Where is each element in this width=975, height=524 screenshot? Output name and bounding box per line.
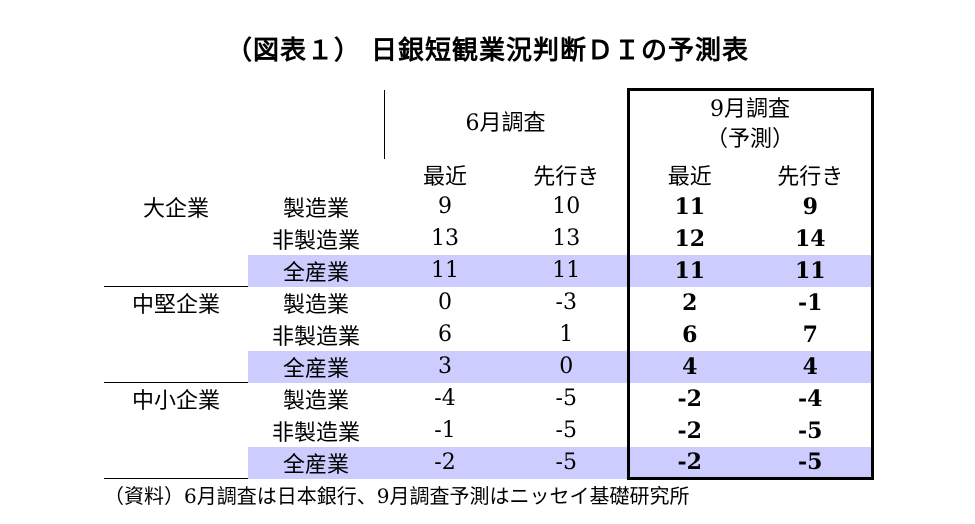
june-recent-value: 6: [438, 322, 452, 347]
sept-recent-value: -2: [626, 446, 750, 480]
sept-ahead-value: -5: [750, 414, 874, 447]
sept-ahead-value: 11: [750, 254, 874, 287]
june-recent-value: -4: [434, 386, 456, 411]
di-forecast-table: 6月調査 9月調査 （予測） 最近 先行き 最近 先行き 大企業 製造業 9 10 11…: [104, 88, 874, 480]
table-row: 非製造業 13 13 12 14: [104, 222, 874, 255]
june-ahead-value: -3: [555, 290, 577, 315]
sector-label: 製造業: [282, 388, 349, 414]
june-recent-value: 3: [384, 350, 506, 383]
sept-ahead-value: 14: [750, 222, 874, 255]
sept-recent-value: 11: [626, 190, 750, 223]
header-june-recent: 最近: [422, 164, 467, 190]
company-size-label: 中堅企業: [104, 286, 248, 383]
june-ahead-value: 0: [506, 350, 628, 383]
june-ahead-value: 1: [559, 322, 574, 347]
header-june-survey: 6月調査: [383, 89, 628, 159]
june-ahead-value: 13: [552, 226, 581, 251]
source-note: （資料）6月調査は日本銀行、9月調査予測はニッセイ基礎研究所: [104, 484, 690, 508]
sector-label: 製造業: [282, 196, 349, 222]
june-recent-value: -1: [434, 418, 456, 443]
header-blank-cell: [104, 90, 384, 191]
june-recent-value: 0: [438, 290, 452, 315]
table-row: 中堅企業 製造業 0 -3 2 -1: [104, 286, 874, 383]
sept-recent-value: 2: [626, 286, 750, 319]
sept-recent-value: 12: [626, 222, 750, 255]
table-row: 非製造業 6 1 6 7: [104, 318, 874, 351]
company-size-label: 大企業: [104, 190, 248, 287]
june-ahead-value: -5: [555, 386, 577, 411]
header-june-ahead: 先行き: [533, 164, 600, 190]
sept-recent-value: 11: [626, 254, 750, 287]
sept-recent-value: 6: [626, 318, 750, 351]
sept-recent-value: -2: [626, 414, 750, 447]
page-title: （図表１） 日銀短観業況判断ＤＩの予測表: [225, 36, 750, 66]
sector-label: 全産業: [248, 254, 384, 287]
june-recent-value: 13: [431, 226, 459, 251]
june-recent-value: 11: [384, 254, 506, 287]
sector-label: 全産業: [248, 446, 384, 479]
table-row: 全産業 3 0 4 4: [104, 350, 874, 383]
header-sept-line2: （予測）: [705, 126, 794, 152]
sector-label: 非製造業: [271, 228, 360, 254]
sept-ahead-value: -1: [750, 286, 874, 319]
sector-label: 製造業: [282, 292, 349, 318]
june-ahead-value: 11: [506, 254, 628, 287]
company-size-label: 中小企業: [104, 382, 248, 479]
sector-label: 非製造業: [271, 420, 360, 446]
june-recent-value: 9: [438, 194, 452, 219]
sept-recent-value: -2: [626, 382, 750, 415]
table-row: 非製造業 -1 -5 -2 -5: [104, 414, 874, 447]
sept-ahead-value: 9: [750, 190, 874, 223]
june-ahead-value: 10: [552, 194, 581, 219]
header-sept-recent: 最近: [626, 158, 750, 191]
table-row: 大企業 製造業 9 10 11 9: [104, 190, 874, 287]
june-ahead-value: -5: [555, 418, 577, 443]
sept-ahead-value: -5: [750, 446, 874, 480]
table-row: 全産業 -2 -5 -2 -5: [104, 446, 874, 480]
sector-label: 全産業: [248, 350, 384, 383]
header-sept-line1: 9月調査: [710, 96, 790, 122]
header-sept-ahead: 先行き: [750, 158, 874, 191]
header-sept-survey: 9月調査 （予測）: [626, 88, 874, 159]
table-row: 中小企業 製造業 -4 -5 -2 -4: [104, 382, 874, 479]
june-ahead-value: -5: [506, 446, 628, 479]
june-recent-value: -2: [384, 446, 506, 479]
sept-ahead-value: 7: [750, 318, 874, 351]
table-row: 全産業 11 11 11 11: [104, 254, 874, 287]
sector-label: 非製造業: [271, 324, 360, 350]
sept-recent-value: 4: [626, 350, 750, 383]
sept-ahead-value: 4: [750, 350, 874, 383]
sept-ahead-value: -4: [750, 382, 874, 415]
